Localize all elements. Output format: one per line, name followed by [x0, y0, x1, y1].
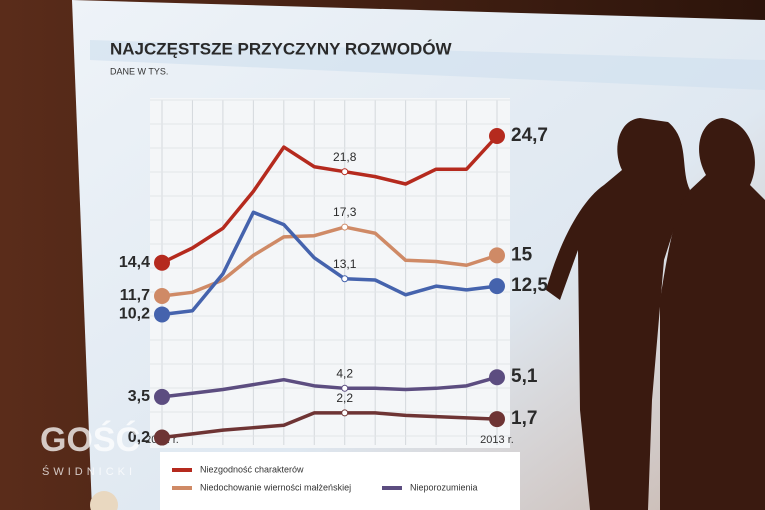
value-label: 11,7	[120, 287, 150, 304]
value-label: 17,3	[333, 205, 357, 219]
head-in-audience	[90, 491, 118, 510]
data-point	[341, 275, 349, 283]
data-point	[489, 247, 505, 264]
data-point	[489, 278, 505, 295]
data-point	[154, 429, 170, 446]
legend: Niezgodność charakterów Niedochowanie wie…	[160, 452, 520, 510]
value-label: 1,7	[511, 408, 537, 429]
value-label: 14,4	[119, 254, 150, 271]
plot-area	[150, 98, 510, 448]
watermark-title: GOŚĆ	[40, 421, 140, 459]
man-silhouette	[660, 118, 765, 510]
value-label: 2,2	[336, 391, 353, 405]
value-label: 5,1	[511, 366, 538, 387]
woman-silhouette	[546, 118, 690, 510]
data-point	[489, 128, 505, 144]
data-point	[341, 409, 349, 417]
chart-title: NAJCZĘSTSZE PRZYCZYNY ROZWODÓW	[110, 39, 453, 58]
data-point	[154, 254, 170, 271]
watermark: GOŚĆ ŚWIDNICKI	[40, 421, 140, 478]
value-label: 4,2	[336, 366, 353, 380]
data-point	[341, 384, 349, 392]
legend-label: Niezgodność charakterów	[200, 464, 304, 474]
value-label: 0,2	[128, 429, 150, 446]
data-point	[154, 306, 170, 323]
chart: NAJCZĘSTSZE PRZYCZYNY ROZWODÓW DANE W TY…	[110, 39, 548, 510]
legend-label: Nieporozumienia	[410, 482, 478, 492]
data-point	[489, 411, 505, 428]
data-point	[154, 288, 170, 304]
data-point	[489, 369, 505, 386]
series-line	[161, 134, 499, 265]
value-label: 3,5	[128, 388, 150, 405]
value-label: 15	[511, 244, 533, 265]
data-point	[341, 168, 349, 176]
value-label: 13,1	[333, 257, 357, 271]
data-point	[154, 388, 170, 405]
series-line	[161, 375, 498, 399]
silhouettes	[546, 118, 765, 510]
series-line	[161, 210, 498, 317]
legend-box	[160, 452, 520, 510]
value-label: 24,7	[511, 125, 548, 146]
x-tick-label: 2013 r.	[480, 434, 514, 446]
legend-label: Niedochowanie wierności małżeńskiej	[200, 482, 351, 492]
value-label: 10,2	[119, 306, 150, 323]
screen-band	[90, 40, 765, 90]
data-point	[341, 223, 349, 231]
value-label: 12,5	[511, 275, 548, 296]
chart-subtitle: DANE W TYS.	[110, 66, 168, 76]
value-label: 21,8	[333, 150, 357, 164]
series-line	[161, 411, 498, 440]
watermark-subtitle: ŚWIDNICKI	[42, 465, 136, 478]
